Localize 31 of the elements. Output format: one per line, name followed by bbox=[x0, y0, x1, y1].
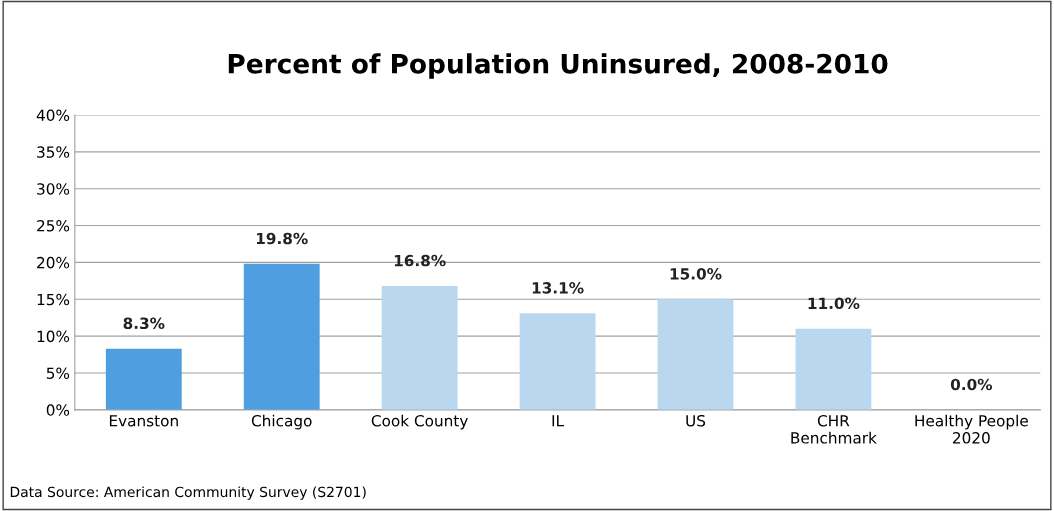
source-note: Data Source: American Community Survey (S2701) bbox=[10, 486, 366, 500]
bar bbox=[381, 285, 458, 410]
data-label: 16.8% bbox=[394, 254, 446, 267]
y-tick-label: 0% bbox=[46, 404, 70, 416]
data-label: 8.3% bbox=[123, 317, 165, 330]
x-tick-label: US bbox=[686, 414, 706, 427]
data-label: 13.1% bbox=[532, 282, 584, 294]
y-tick-label: 20% bbox=[37, 256, 70, 269]
bar bbox=[795, 328, 872, 410]
x-tick-label: Chicago bbox=[251, 414, 312, 430]
data-label: 19.8% bbox=[256, 232, 308, 245]
x-tick-label: CHR Benchmark bbox=[791, 414, 877, 444]
y-tick-label: 10% bbox=[37, 330, 70, 343]
data-label: 0.0% bbox=[950, 378, 993, 391]
bar bbox=[657, 299, 734, 410]
y-tick-label: 5% bbox=[46, 367, 70, 379]
y-tick-label: 30% bbox=[37, 183, 70, 195]
bar bbox=[105, 348, 182, 410]
data-label: 11.0% bbox=[808, 297, 860, 310]
x-tick-label: Healthy People 2020 bbox=[915, 414, 1028, 444]
y-tick-label: 25% bbox=[37, 220, 70, 232]
chart-title: Percent of Population Uninsured, 2008-2010 bbox=[228, 53, 888, 79]
y-tick-label: 15% bbox=[37, 293, 70, 306]
bar bbox=[519, 313, 596, 410]
data-label: 15.0% bbox=[670, 268, 722, 280]
x-tick-label: Evanston bbox=[109, 415, 178, 427]
bar bbox=[243, 263, 320, 410]
y-tick-label: 35% bbox=[37, 146, 70, 158]
y-tick-label: 40% bbox=[36, 109, 70, 121]
x-tick-label: Cook County bbox=[371, 414, 468, 430]
x-tick-label: IL bbox=[552, 415, 564, 427]
